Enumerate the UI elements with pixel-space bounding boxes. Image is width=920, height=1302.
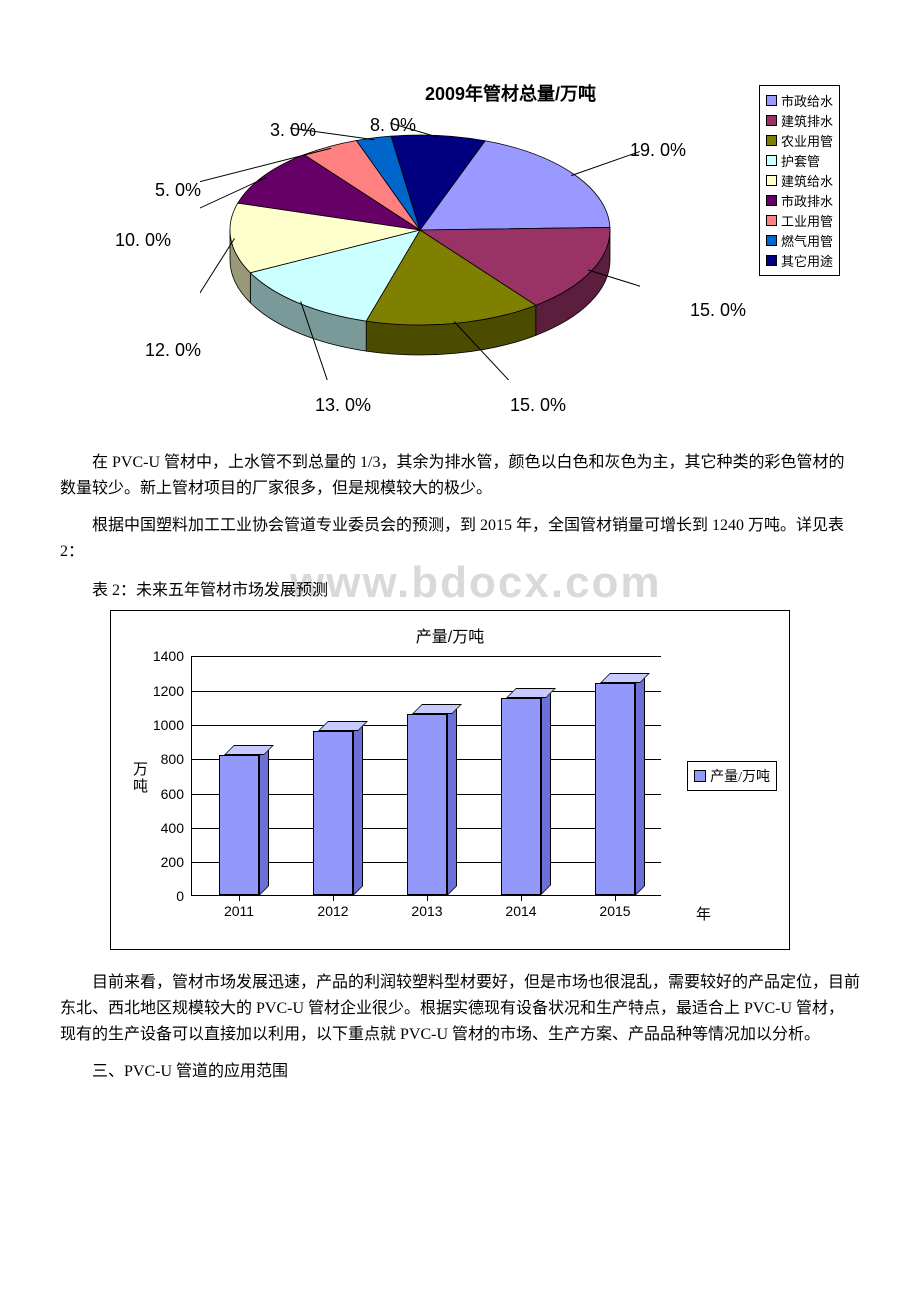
bar-side-face — [259, 745, 269, 896]
bar-column — [313, 731, 353, 896]
pie-legend-swatch — [766, 235, 777, 246]
bar-ytick-label: 1000 — [153, 717, 184, 733]
pie-legend-item: 其它用途 — [766, 251, 833, 270]
bar-ytick-label: 1200 — [153, 683, 184, 699]
pie-chart-legend: 市政给水建筑排水农业用管护套管建筑给水市政排水工业用管燃气用管其它用途 — [759, 85, 840, 276]
pie-legend-item: 建筑排水 — [766, 111, 833, 130]
table-2-caption: 表 2：未来五年管材市场发展预测 — [60, 576, 860, 600]
bar-chart-legend: 产量/万吨 — [687, 761, 777, 791]
pie-slice-label: 13. 0% — [315, 395, 371, 416]
pie-slice-label: 8. 0% — [370, 115, 416, 136]
bar-xtick-mark — [521, 895, 522, 901]
bar-xtick-mark — [427, 895, 428, 901]
pie-legend-label: 建筑排水 — [781, 111, 833, 130]
bar-xtick-mark — [333, 895, 334, 901]
bar-side-face — [447, 704, 457, 896]
bar-column — [407, 714, 447, 896]
pie-legend-item: 护套管 — [766, 151, 833, 170]
pie-legend-label: 市政排水 — [781, 191, 833, 210]
bar-xtick-label: 2014 — [505, 903, 536, 919]
pie-legend-item: 燃气用管 — [766, 231, 833, 250]
bar-front-face — [219, 755, 259, 896]
bar-xtick-label: 2015 — [599, 903, 630, 919]
bar-xtick-label: 2013 — [411, 903, 442, 919]
pie-slice-label: 3. 0% — [270, 120, 316, 141]
pie-legend-swatch — [766, 175, 777, 186]
pie-legend-label: 其它用途 — [781, 251, 833, 270]
bar-xtick-label: 2011 — [224, 903, 254, 919]
pie-legend-swatch — [766, 95, 777, 106]
bar-ytick-label: 200 — [161, 854, 184, 870]
paragraph-1: 在 PVC-U 管材中，上水管不到总量的 1/3，其余为排水管，颜色以白色和灰色… — [60, 450, 860, 501]
bar-column — [219, 755, 259, 896]
bar-xtick-mark — [239, 895, 240, 901]
paragraph-2: 根据中国塑料加工工业协会管道专业委员会的预测，到 2015 年，全国管材销量可增… — [60, 513, 860, 564]
bar-chart-container: 产量/万吨 万吨 年 02004006008001000120014002011… — [110, 610, 790, 950]
pie-legend-swatch — [766, 255, 777, 266]
pie-legend-label: 农业用管 — [781, 131, 833, 150]
bar-gridline — [192, 656, 661, 657]
pie-slice-label: 12. 0% — [145, 340, 201, 361]
bar-front-face — [407, 714, 447, 896]
bar-legend-swatch — [694, 770, 706, 782]
pie-legend-item: 农业用管 — [766, 131, 833, 150]
bar-gridline — [192, 691, 661, 692]
pie-legend-label: 市政给水 — [781, 91, 833, 110]
bar-side-face — [635, 673, 645, 896]
bar-chart-ylabel: 万吨 — [129, 761, 150, 795]
pie-slice-label: 5. 0% — [155, 180, 201, 201]
bar-ytick-label: 400 — [161, 820, 184, 836]
pie-chart-container: 2009年管材总量/万吨 19. 0%15. 0%15. 0%13. 0%12.… — [60, 80, 860, 420]
bar-chart-xaxis-suffix: 年 — [696, 903, 711, 924]
pie-legend-swatch — [766, 215, 777, 226]
pie-slice-label: 15. 0% — [510, 395, 566, 416]
pie-legend-swatch — [766, 115, 777, 126]
pie-legend-swatch — [766, 155, 777, 166]
bar-side-face — [353, 721, 363, 896]
paragraph-3: 目前来看，管材市场发展迅速，产品的利润较塑料型材要好，但是市场也很混乱，需要较好… — [60, 970, 860, 1047]
pie-chart-svg — [200, 100, 640, 380]
bar-xtick-label: 2012 — [317, 903, 348, 919]
pie-slice-label: 10. 0% — [115, 230, 171, 251]
pie-slice-label: 19. 0% — [630, 140, 686, 161]
bar-ytick-label: 800 — [161, 751, 184, 767]
pie-legend-swatch — [766, 195, 777, 206]
pie-legend-label: 建筑给水 — [781, 171, 833, 190]
pie-legend-label: 工业用管 — [781, 211, 833, 230]
bar-side-face — [541, 688, 551, 895]
bar-front-face — [501, 698, 541, 895]
pie-legend-label: 护套管 — [781, 151, 820, 170]
bar-column — [501, 698, 541, 895]
bar-ytick-label: 600 — [161, 786, 184, 802]
pie-legend-item: 工业用管 — [766, 211, 833, 230]
bar-front-face — [595, 683, 635, 896]
pie-legend-label: 燃气用管 — [781, 231, 833, 250]
pie-legend-item: 市政排水 — [766, 191, 833, 210]
bar-legend-label: 产量/万吨 — [710, 766, 770, 786]
bar-front-face — [313, 731, 353, 896]
bar-chart-title: 产量/万吨 — [416, 623, 484, 647]
bar-xtick-mark — [615, 895, 616, 901]
bar-ytick-label: 1400 — [153, 648, 184, 664]
section-heading-3: 三、PVC-U 管道的应用范围 — [60, 1059, 860, 1085]
pie-legend-swatch — [766, 135, 777, 146]
bar-column — [595, 683, 635, 896]
bar-chart-plot: 年 02004006008001000120014002011201220132… — [191, 656, 661, 896]
bar-ytick-label: 0 — [176, 888, 184, 904]
pie-legend-item: 市政给水 — [766, 91, 833, 110]
pie-legend-item: 建筑给水 — [766, 171, 833, 190]
pie-slice-label: 15. 0% — [690, 300, 746, 321]
